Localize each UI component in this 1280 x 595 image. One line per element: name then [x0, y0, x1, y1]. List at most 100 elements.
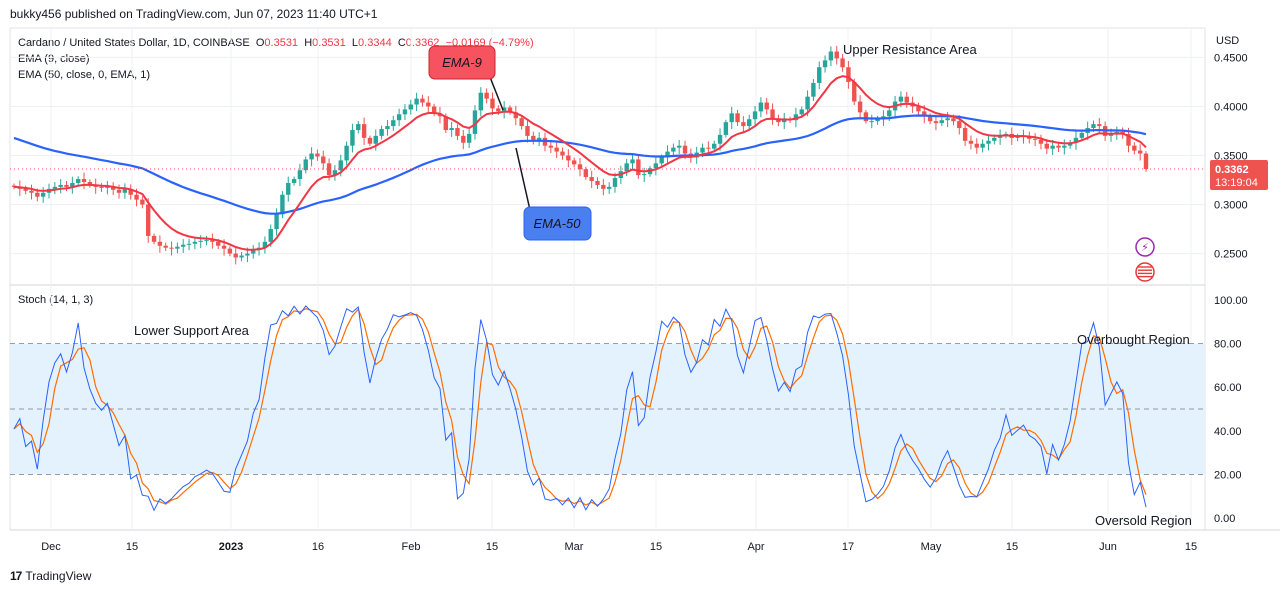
candle-body: [431, 106, 437, 114]
candle-body: [75, 179, 81, 183]
ohlc-high: H0.3531: [304, 37, 346, 49]
ohlc-close: C0.3362: [397, 37, 440, 49]
candle-body: [548, 145, 554, 148]
time-tick-label: Dec: [41, 541, 61, 553]
axes: 0.2500 0.3000 0.3500 0.4000 0.4500 USD Dec 15 20…: [41, 35, 1268, 553]
time-tick-label: 15: [126, 541, 138, 553]
candle-body: [700, 147, 705, 153]
candle-body: [455, 128, 460, 136]
last-price-badge: [1210, 160, 1268, 191]
candle-body: [595, 181, 600, 185]
candle-body: [396, 114, 402, 121]
candle-body: [163, 245, 168, 248]
candle-body: [519, 118, 524, 127]
candle-body: [706, 147, 711, 149]
time-tick-label: 16: [312, 541, 324, 553]
stoch-k-line: [13, 305, 1147, 512]
publisher-header: bukky456 published on TradingView.com, J…: [10, 7, 378, 21]
candle-body: [99, 186, 104, 188]
price-axis-unit: USD: [1216, 35, 1239, 47]
ema50-callout: [523, 206, 592, 241]
candle-body: [630, 159, 635, 164]
candle-body: [192, 241, 198, 244]
time-tick-label: 15: [1006, 541, 1018, 553]
candle-body: [922, 111, 927, 117]
candle-body: [1108, 133, 1114, 136]
tradingview-footer[interactable]: 17 TradingView: [10, 569, 91, 583]
candle-body: [122, 188, 128, 193]
candle-body: [315, 153, 320, 157]
candle-body: [577, 164, 583, 170]
ema9-legend[interactable]: EMA (9, close): [18, 53, 90, 65]
upper-resistance-label: Upper Resistance Area: [843, 42, 977, 57]
candle-body: [466, 133, 472, 143]
candle-body: [624, 163, 629, 172]
stoch-tick-label: 60.00: [1214, 382, 1242, 394]
candle-body: [11, 185, 17, 187]
time-tick-label: 15: [650, 541, 662, 553]
candle-body: [927, 116, 933, 122]
candle-body: [782, 119, 787, 123]
candle-body: [449, 128, 454, 130]
candle-body: [1079, 132, 1085, 138]
candle-body: [350, 130, 355, 146]
candle-body: [151, 235, 157, 242]
candle-body: [116, 189, 122, 193]
candle-body: [904, 96, 909, 103]
candle-body: [601, 184, 606, 189]
candle-body: [682, 145, 688, 154]
candle-body: [280, 194, 285, 215]
candle-body: [443, 116, 448, 130]
candle-body: [939, 120, 944, 124]
ema9-callout: [428, 45, 496, 80]
candle-body: [1097, 124, 1102, 127]
candle-body: [291, 179, 297, 183]
candle-body: [58, 184, 63, 187]
candle-body: [531, 135, 536, 140]
stoch-tick-label: 40.00: [1214, 426, 1242, 438]
stoch-legend[interactable]: Stoch (14, 1, 3): [18, 294, 94, 306]
candle-body: [863, 112, 869, 122]
candle-body: [636, 159, 641, 176]
candle-body: [875, 119, 880, 122]
stoch-tick-label: 80.00: [1214, 339, 1242, 351]
candle-body: [566, 155, 571, 161]
ema9-callout-label: EMA-9: [442, 55, 482, 70]
stoch-band-lines: [10, 343, 1205, 475]
time-tick-label: Apr: [747, 541, 764, 553]
candle-body: [1050, 145, 1055, 149]
candle-body: [1032, 138, 1038, 140]
candle-body: [980, 143, 985, 148]
candle-body: [326, 163, 332, 176]
candle-body: [1143, 153, 1149, 170]
candle-body: [1126, 133, 1131, 146]
candle-body: [216, 241, 221, 246]
oversold-label: Oversold Region: [1095, 513, 1192, 528]
candle-body: [478, 92, 484, 111]
price-tick-label: 0.3500: [1214, 151, 1248, 163]
ema9-line: [13, 75, 1147, 251]
ohlc-open: O0.3531: [255, 37, 299, 49]
candle-body: [356, 124, 361, 130]
candle-body: [752, 111, 758, 120]
ema50-line: [13, 114, 1147, 215]
lightning-icon: [1135, 237, 1155, 257]
candle-body: [420, 98, 425, 103]
ema50-callout-label: EMA-50: [534, 216, 582, 231]
candle-body: [140, 199, 145, 205]
candle-body: [974, 143, 979, 148]
candle-body: [367, 137, 373, 144]
candle-body: [747, 119, 752, 127]
time-tick-label: 17: [842, 541, 854, 553]
candle-body: [408, 104, 413, 110]
candle-body: [361, 124, 367, 138]
candle-body: [186, 243, 192, 245]
candle-body: [35, 192, 40, 197]
candle-body: [338, 160, 343, 171]
candle-body: [274, 214, 279, 230]
candle-body: [525, 126, 530, 136]
candle-body: [945, 118, 950, 121]
time-tick-label: Jun: [1099, 541, 1117, 553]
candle-body: [332, 170, 338, 176]
